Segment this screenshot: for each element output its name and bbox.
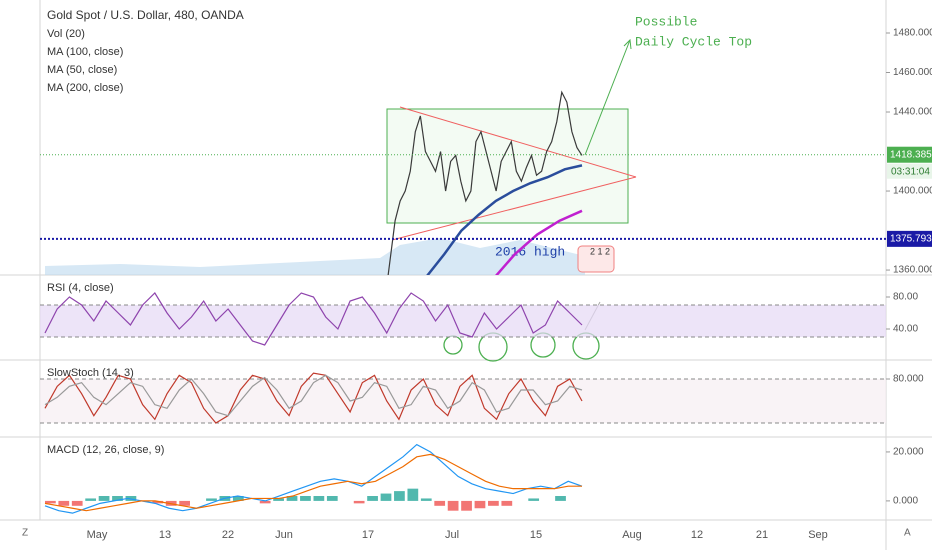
histogram-bar (112, 496, 123, 501)
legend-entry: Gold Spot / U.S. Dollar, 480, OANDA (47, 8, 244, 22)
annotation: 2016 high (495, 244, 565, 259)
range-box (386, 108, 629, 224)
series-line (495, 209, 583, 275)
legend: Gold Spot / U.S. Dollar, 480, OANDA Vol (… (47, 8, 244, 94)
histogram-bar (273, 498, 284, 501)
histogram-bar (300, 496, 311, 501)
histogram-bar (367, 496, 378, 501)
histogram-bar (461, 500, 472, 511)
x-tick-label: 15 (530, 529, 542, 541)
histogram-bar (58, 500, 70, 506)
panel (387, 90, 583, 275)
x-tick-label: Jun (275, 529, 293, 541)
histogram-bar (206, 498, 217, 501)
x-tick-label: Jul (445, 529, 459, 541)
triangle-lower (391, 176, 637, 241)
histogram-bar (447, 500, 459, 511)
y-tick-label: 1460.000 (893, 67, 932, 78)
histogram-bar (380, 493, 392, 501)
histogram-bar (501, 500, 513, 506)
cycle-arrow (584, 39, 631, 156)
level-badge (887, 230, 932, 247)
y-tick-label: 1400.000 (893, 186, 932, 197)
series-line (426, 164, 583, 275)
histogram-bar (555, 496, 566, 501)
histogram-bar (420, 498, 432, 501)
triangle-upper (399, 106, 637, 178)
panel-title: SlowStoch (14, 3) (47, 367, 134, 379)
histogram-bar (232, 496, 244, 501)
legend-entry: Vol (20) (47, 28, 85, 40)
histogram-bar (313, 496, 325, 501)
series-line (44, 292, 583, 346)
histogram-bar (45, 500, 56, 504)
series-line (44, 453, 582, 512)
histogram-bar (98, 496, 110, 501)
toolbar-button[interactable]: A (904, 528, 911, 539)
histogram-bar (474, 500, 486, 509)
histogram-bar (179, 500, 190, 506)
event-badge (577, 245, 615, 273)
series-line (44, 374, 583, 417)
histogram-bar (407, 488, 419, 501)
panel-title: MACD (12, 26, close, 9) (47, 444, 164, 456)
panel (40, 372, 886, 424)
y-tick-label: 0.000 (893, 496, 918, 507)
toolbar-button[interactable]: Z (22, 528, 28, 539)
histogram-bar (353, 500, 365, 504)
legend-entry: MA (200, close) (47, 82, 123, 94)
y-tick-label: 1480.000 (893, 28, 932, 39)
x-tick-label: 17 (362, 529, 374, 541)
series-line (44, 372, 583, 424)
panel-title: RSI (4, close) (47, 282, 114, 294)
legend-entry: MA (50, close) (47, 64, 117, 76)
x-tick-label: 12 (691, 529, 703, 541)
panel (40, 292, 886, 346)
legend-entry: MA (100, close) (47, 46, 123, 58)
series-line (387, 90, 583, 275)
histogram-bar (434, 500, 446, 506)
x-tick-label: 21 (756, 529, 768, 541)
annotation: Possible (635, 14, 697, 29)
histogram-bar (71, 500, 83, 506)
x-tick-label: 22 (222, 529, 234, 541)
y-tick-label: 1440.000 (893, 107, 932, 118)
countdown-badge (887, 163, 932, 179)
band (40, 378, 886, 423)
x-tick-label: 13 (159, 529, 171, 541)
series-line (44, 443, 583, 514)
price-badge (887, 146, 932, 163)
y-tick-label: 20.000 (893, 447, 924, 458)
histogram-bar (528, 498, 540, 501)
panel (44, 443, 583, 514)
histogram-bar (85, 498, 97, 501)
cycle-arrow-head (623, 38, 632, 50)
histogram-bar (326, 496, 338, 501)
x-tick-label: May (87, 529, 108, 541)
histogram-bar (259, 500, 271, 504)
histogram-bar (488, 500, 499, 506)
y-tick-label: 1360.000 (893, 265, 932, 276)
histogram-bar (286, 496, 298, 501)
y-tick-label: 80.000 (893, 374, 924, 385)
histogram-bar (152, 500, 164, 504)
y-tick-label: 80.00 (893, 292, 918, 303)
band (40, 305, 886, 337)
x-tick-label: Aug (622, 529, 642, 541)
y-tick-label: 40.00 (893, 324, 918, 335)
histogram-bar (394, 491, 405, 501)
event-badge-label: 2 1 2 (590, 246, 610, 256)
level-badge-label: 1375.793 (890, 234, 932, 245)
x-tick-label: Sep (808, 529, 828, 541)
price-badge-label: 1418.385 (890, 149, 932, 160)
annotation: Daily Cycle Top (635, 34, 752, 49)
countdown: 03:31:04 (891, 166, 930, 177)
